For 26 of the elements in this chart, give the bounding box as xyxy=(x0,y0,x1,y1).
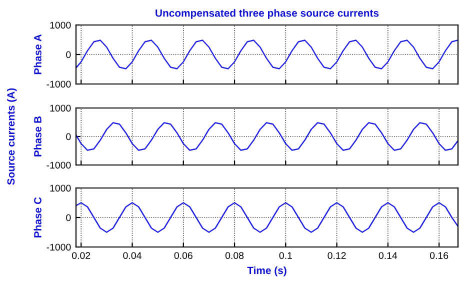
y-tick-label: 1000 xyxy=(50,184,71,192)
x-tick-label: 0.02 xyxy=(72,252,90,259)
y-tick-label: -1000 xyxy=(46,244,71,251)
y-axis-title: Phase A xyxy=(34,34,42,74)
y-tick-label: 1000 xyxy=(50,22,71,29)
x-tick-label: 0.1 xyxy=(279,252,292,259)
x-tick-label: 0.04 xyxy=(123,252,142,259)
y-tick-label: 0 xyxy=(66,214,71,222)
line-series xyxy=(76,122,458,151)
x-tick-label: 0.06 xyxy=(174,252,192,259)
line-series xyxy=(76,40,458,70)
y-tick-label: 0 xyxy=(66,133,71,140)
x-tick-label: 0.14 xyxy=(378,252,398,259)
y-axis-title: Phase B xyxy=(34,116,42,156)
x-tick-label: 0.16 xyxy=(430,252,448,259)
y-axis-title: Phase C xyxy=(34,197,42,238)
y-tick-label: 1000 xyxy=(50,104,71,112)
y-tick-label: 0 xyxy=(66,51,71,58)
x-tick-label: 0.08 xyxy=(225,252,244,259)
y-tick-label: -1000 xyxy=(46,80,71,88)
source-note: Source currents (A) xyxy=(6,88,17,185)
chart-title: Uncompensated three phase source currents xyxy=(156,9,379,19)
x-axis-title: Time (s) xyxy=(247,266,286,276)
line-series xyxy=(76,202,458,233)
x-tick-label: 0.12 xyxy=(328,252,346,259)
y-tick-label: -1000 xyxy=(46,162,71,169)
